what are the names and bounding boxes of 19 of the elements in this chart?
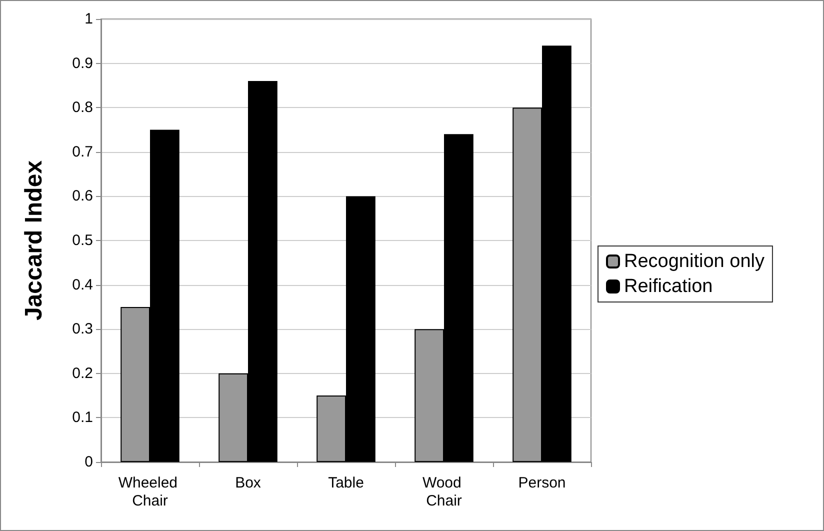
- legend-label: Recognition only: [624, 251, 765, 272]
- y-tick-label: 0.2: [72, 364, 93, 382]
- y-tick-label: 0.9: [72, 54, 93, 72]
- y-tick-label: 1: [84, 10, 93, 28]
- y-tick-label: 0.4: [72, 276, 93, 294]
- y-tick-label: 0.1: [72, 409, 93, 426]
- y-axis-title: Jaccard Index: [20, 160, 48, 321]
- y-tick-label: 0.3: [72, 320, 93, 338]
- y-tick-label: 0.8: [72, 99, 93, 116]
- legend-label: Reification: [624, 276, 713, 297]
- y-tick-label: 0.6: [72, 188, 93, 205]
- x-tick-label: Wood Chair: [422, 474, 466, 510]
- y-tick-label: 0: [84, 454, 93, 470]
- x-tick-label: Box: [235, 474, 262, 492]
- x-tick-label: Table: [328, 474, 364, 492]
- x-tick-label: Wheeled Chair: [118, 474, 182, 510]
- x-tick-label: Person: [518, 474, 566, 492]
- y-tick-label: 0.7: [72, 143, 93, 160]
- y-tick-label: 0.5: [72, 232, 93, 249]
